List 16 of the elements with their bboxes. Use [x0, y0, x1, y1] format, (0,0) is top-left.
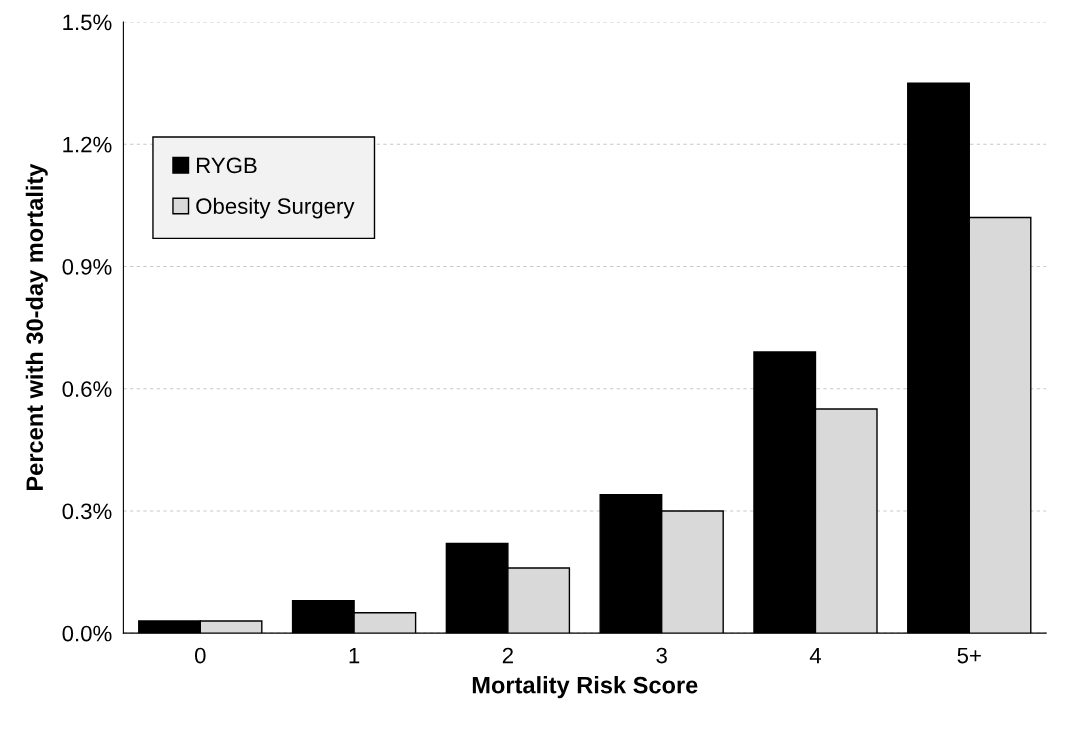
y-tick-label: 0.0% — [62, 625, 112, 642]
x-tick-label: 2 — [502, 647, 513, 664]
x-axis-title: Mortality Risk Score — [472, 676, 698, 699]
x-tick-label: 5+ — [957, 647, 981, 664]
y-tick-label: 0.3% — [62, 503, 112, 520]
y-tick-label: 0.6% — [62, 381, 112, 397]
y-axis-title: Percent with 30-day mortality — [25, 163, 48, 490]
x-tick-label: 0 — [194, 647, 206, 664]
y-tick-label: 1.5% — [63, 14, 112, 31]
legend-label: RYGB — [197, 157, 257, 174]
x-tick-label: 1 — [349, 647, 360, 664]
x-tick-label: 4 — [809, 647, 822, 664]
y-tick-label: 0.9% — [62, 258, 112, 275]
legend-label: Obesity Surgery — [196, 197, 355, 219]
y-tick-label: 1.2% — [63, 136, 112, 153]
x-tick-label: 3 — [656, 647, 667, 664]
